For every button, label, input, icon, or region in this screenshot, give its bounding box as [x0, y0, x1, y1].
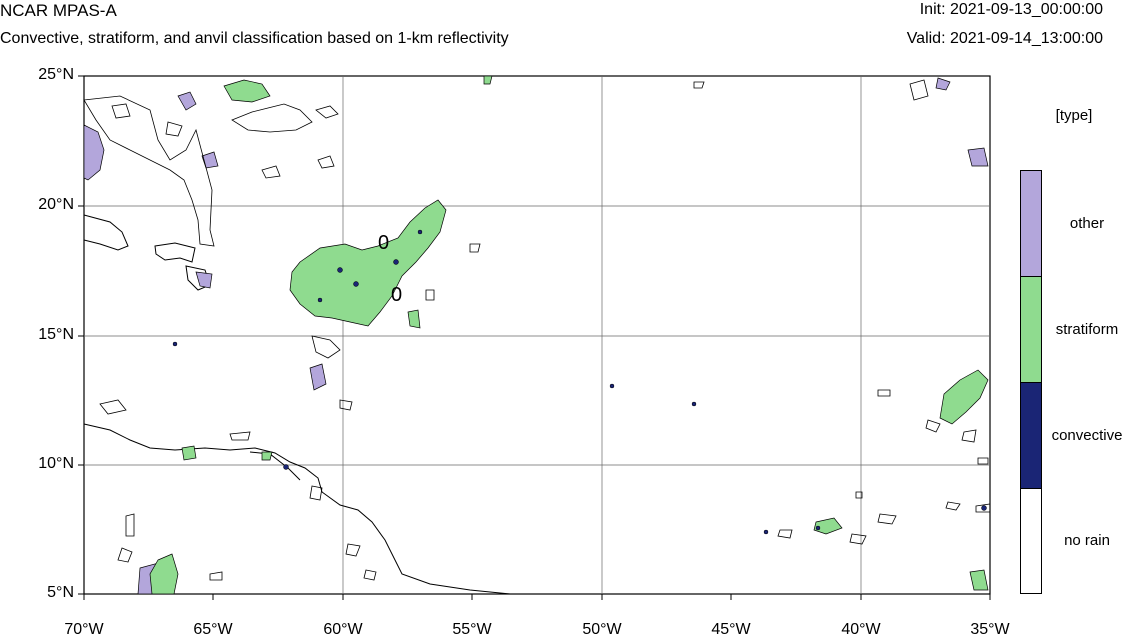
- map-frame: [83, 75, 991, 595]
- plot-subtitle: Convective, stratiform, and anvil classi…: [0, 30, 509, 47]
- init-time: Init: 2021-09-13_00:00:00: [919, 1, 1103, 18]
- lon-label: 65°W: [193, 621, 233, 638]
- axis-ticks: [78, 75, 991, 600]
- contour-label: 0: [378, 232, 390, 254]
- contour-label: 0: [391, 284, 403, 306]
- lat-label: 20°N: [38, 196, 74, 213]
- legend-swatch-convective: [1020, 382, 1042, 489]
- lat-label: 25°N: [38, 66, 74, 83]
- lon-label: 70°W: [64, 621, 104, 638]
- precip-stratiform: [149, 75, 989, 595]
- lat-label: 15°N: [38, 326, 74, 343]
- coastlines: [83, 214, 511, 595]
- lat-label: 5°N: [47, 584, 74, 601]
- legend-label-other: other: [1069, 215, 1105, 232]
- lon-label: 50°W: [582, 621, 622, 638]
- legend-label-stratiform: stratiform: [1055, 321, 1119, 338]
- lon-label: 35°W: [970, 621, 1010, 638]
- legend-swatch-other: [1020, 170, 1042, 277]
- precip-outlines: [83, 79, 991, 581]
- legend-label-no-rain: no rain: [1064, 532, 1110, 549]
- precip-convective: [172, 229, 987, 535]
- valid-time: Valid: 2021-09-14_13:00:00: [906, 30, 1103, 47]
- legend-title: [type]: [1055, 107, 1093, 124]
- model-title: NCAR MPAS-A: [0, 1, 117, 20]
- graticule: [84, 76, 990, 594]
- lon-label: 55°W: [452, 621, 492, 638]
- lon-label: 45°W: [711, 621, 751, 638]
- lon-label: 60°W: [323, 621, 363, 638]
- lon-label: 40°W: [841, 621, 881, 638]
- legend-swatch-stratiform: [1020, 276, 1042, 383]
- legend-swatch-no-rain: [1020, 488, 1042, 594]
- lat-label: 10°N: [38, 455, 74, 472]
- legend-label-convective: convective: [1051, 427, 1123, 444]
